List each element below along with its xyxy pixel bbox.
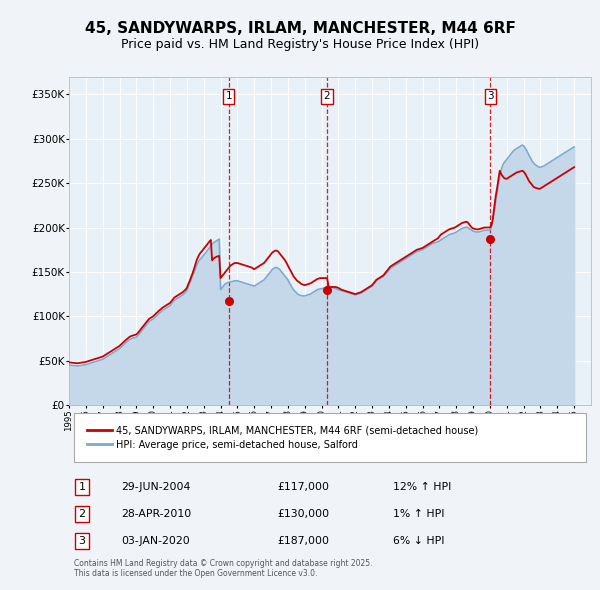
Text: 03-JAN-2020: 03-JAN-2020 [121, 536, 190, 546]
Text: £130,000: £130,000 [278, 509, 330, 519]
Legend: 45, SANDYWARPS, IRLAM, MANCHESTER, M44 6RF (semi-detached house), HPI: Average p: 45, SANDYWARPS, IRLAM, MANCHESTER, M44 6… [85, 422, 482, 453]
Text: 6% ↓ HPI: 6% ↓ HPI [392, 536, 444, 546]
Text: Price paid vs. HM Land Registry's House Price Index (HPI): Price paid vs. HM Land Registry's House … [121, 38, 479, 51]
Text: £117,000: £117,000 [278, 482, 330, 492]
Text: 2: 2 [79, 509, 86, 519]
Text: 1: 1 [226, 91, 232, 101]
FancyBboxPatch shape [74, 413, 586, 462]
Text: 29-JUN-2004: 29-JUN-2004 [121, 482, 191, 492]
Text: 2: 2 [323, 91, 330, 101]
Text: Contains HM Land Registry data © Crown copyright and database right 2025.
This d: Contains HM Land Registry data © Crown c… [74, 559, 373, 578]
Text: £187,000: £187,000 [278, 536, 330, 546]
Text: 45, SANDYWARPS, IRLAM, MANCHESTER, M44 6RF: 45, SANDYWARPS, IRLAM, MANCHESTER, M44 6… [85, 21, 515, 35]
Text: 12% ↑ HPI: 12% ↑ HPI [392, 482, 451, 492]
Text: 28-APR-2010: 28-APR-2010 [121, 509, 191, 519]
Text: 1: 1 [79, 482, 86, 492]
Text: 3: 3 [487, 91, 493, 101]
Text: 1% ↑ HPI: 1% ↑ HPI [392, 509, 444, 519]
Text: 3: 3 [79, 536, 86, 546]
